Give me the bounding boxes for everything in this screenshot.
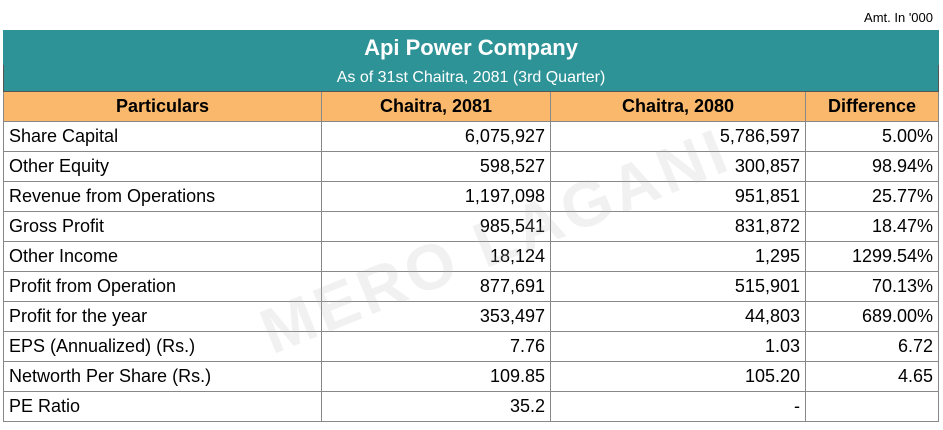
header-row: Particulars Chaitra, 2081 Chaitra, 2080 Dif…: [3, 91, 940, 122]
row-label: Other Income: [3, 241, 322, 272]
row-label: PE Ratio: [3, 391, 322, 422]
value-cell: [804, 391, 940, 422]
value-cell: 515,901: [550, 271, 806, 302]
value-cell: 689.00%: [804, 301, 940, 332]
value-cell: 6,075,927: [321, 121, 551, 152]
value-cell: 5.00%: [804, 121, 940, 152]
table-body: Api Power Company As of 31st Chaitra, 20…: [2, 30, 940, 422]
row-label: EPS (Annualized) (Rs.): [3, 331, 322, 362]
value-cell: 4.65: [804, 361, 940, 392]
row-label: Gross Profit: [3, 211, 322, 242]
table-subtitle: As of 31st Chaitra, 2081 (3rd Quarter): [2, 64, 940, 92]
value-cell: -: [550, 391, 806, 422]
data-row: EPS (Annualized) (Rs.) 7.76 1.03 6.72: [3, 331, 940, 362]
data-row: PE Ratio 35.2-: [3, 391, 940, 422]
value-cell: 877,691: [321, 271, 551, 302]
value-cell: 25.77%: [804, 181, 940, 212]
row-label: Revenue from Operations: [3, 181, 322, 212]
value-cell: 1.03: [550, 331, 806, 362]
value-cell: 18,124: [321, 241, 551, 272]
header-cell: Chaitra, 2080: [550, 91, 806, 122]
value-cell: 300,857: [550, 151, 806, 182]
row-label: Other Equity: [3, 151, 322, 182]
header-cell: Difference: [804, 91, 940, 122]
value-cell: 985,541: [321, 211, 551, 242]
data-row: Networth Per Share (Rs.) 109.85 105.20 4.65: [3, 361, 940, 392]
value-cell: 6.72: [804, 331, 940, 362]
table-title: Api Power Company: [2, 30, 940, 65]
value-cell: 109.85: [321, 361, 551, 392]
row-label: Share Capital: [3, 121, 322, 152]
header-cell: Particulars: [3, 91, 322, 122]
amount-note: Amt. In '000: [864, 10, 933, 25]
data-row: Other Income 18,124 1,295 1299.54%: [3, 241, 940, 272]
value-cell: 44,803: [550, 301, 806, 332]
data-row: Other Equity 598,527 300,857 98.94%: [3, 151, 940, 182]
data-row: Profit for the year 353,497 44,803 689.00%: [3, 301, 940, 332]
row-label: Profit for the year: [3, 301, 322, 332]
title-row: Api Power Company: [2, 30, 940, 65]
value-cell: 1,197,098: [321, 181, 551, 212]
value-cell: 951,851: [550, 181, 806, 212]
value-cell: 1,295: [550, 241, 806, 272]
value-cell: 598,527: [321, 151, 551, 182]
value-cell: 831,872: [550, 211, 806, 242]
header-cell: Chaitra, 2081: [321, 91, 551, 122]
row-label: Profit from Operation: [3, 271, 322, 302]
row-label: Networth Per Share (Rs.): [3, 361, 322, 392]
data-row: Share Capital 6,075,927 5,786,597 5.00%: [3, 121, 940, 152]
value-cell: 35.2: [321, 391, 551, 422]
value-cell: 105.20: [550, 361, 806, 392]
data-row: Revenue from Operations 1,197,098 951,851 2…: [3, 181, 940, 212]
value-cell: 70.13%: [804, 271, 940, 302]
value-cell: 1299.54%: [804, 241, 940, 272]
value-cell: 5,786,597: [550, 121, 806, 152]
value-cell: 353,497: [321, 301, 551, 332]
subtitle-row: As of 31st Chaitra, 2081 (3rd Quarter): [2, 64, 940, 92]
data-row: Gross Profit 985,541 831,872 18.47%: [3, 211, 940, 242]
financial-table: Api Power Company As of 31st Chaitra, 20…: [2, 30, 940, 422]
value-cell: 18.47%: [804, 211, 940, 242]
data-row: Profit from Operation 877,691 515,901 70.13…: [3, 271, 940, 302]
value-cell: 7.76: [321, 331, 551, 362]
value-cell: 98.94%: [804, 151, 940, 182]
